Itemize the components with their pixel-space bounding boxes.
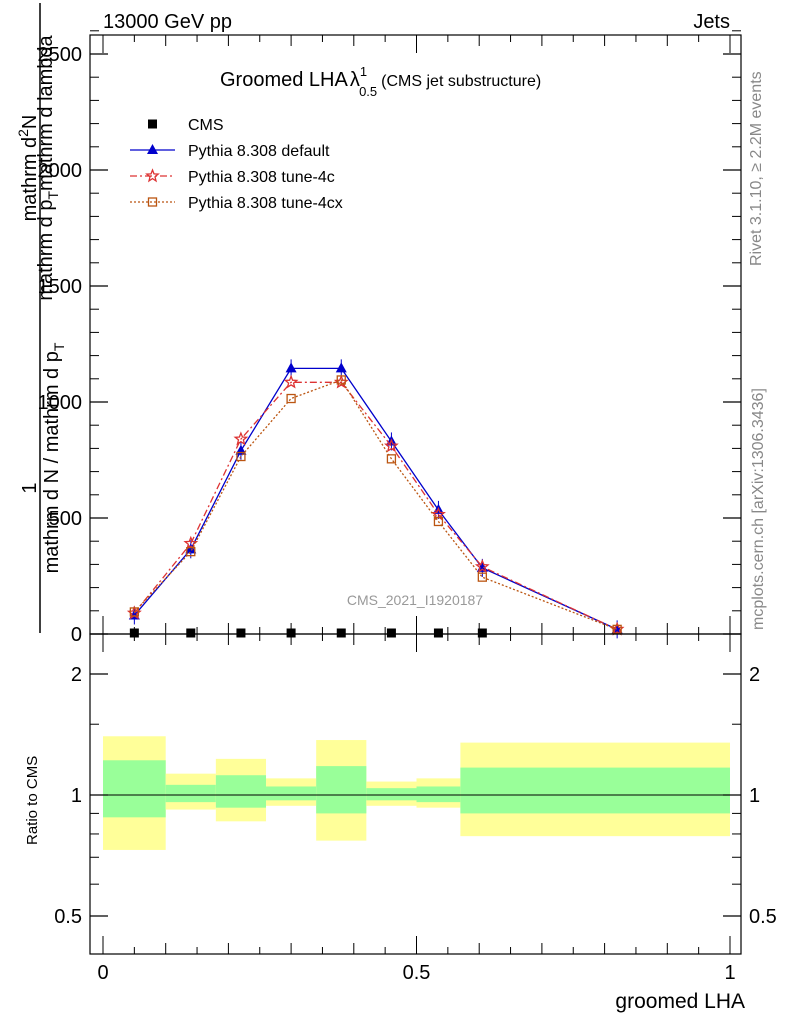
tune4c-data-point [384, 438, 399, 453]
cms-data-point [286, 628, 296, 638]
tune4cx-data-point [433, 516, 444, 527]
main-axis-ticks: 0 500 1000 1500 2000 2500 [38, 30, 741, 646]
tune4cx-data-point [336, 375, 346, 385]
legend-label: Pythia 8.308 default [188, 143, 330, 160]
ratio-tick-label-right: 0.5 [749, 906, 777, 928]
cms-data-point [129, 628, 139, 638]
series-line-2 [133, 381, 618, 630]
ratio-axis-label: Ratio to CMS [24, 756, 41, 845]
cms-data-point [148, 119, 157, 129]
default-data-point [185, 543, 197, 554]
ratio-band-green [215, 775, 267, 808]
ratio-band-green [103, 760, 166, 818]
legend-label: Pythia 8.308 tune-4cx [188, 195, 343, 212]
main-plot-panel: CMS_2021_I1920187 0 500 1000 1500 2000 2500 [38, 30, 742, 646]
tune4cx-data-point [612, 624, 622, 635]
legend-label: CMS [188, 117, 224, 134]
ratio-axis-ticks: 0.5 0.5 1 1 2 2 0 0.5 1 [54, 634, 777, 984]
tune4c-data-point [233, 431, 249, 446]
y-tick-label: 2000 [38, 160, 83, 182]
tune4cx-data-point [236, 451, 246, 462]
default-data-point [335, 362, 347, 373]
legend: CMS Pythia 8.308 default Pythia 8.308 tune… [130, 117, 343, 212]
ratio-tick-label-right: 2 [749, 664, 760, 686]
y-axis-label: 1 mathrm d2N mathrm d pTmathrm d lambda … [15, 3, 67, 633]
y-tick-label: 500 [49, 508, 82, 530]
chart-title: Groomed LHA λ1 0.5(CMS jet substructure) [220, 64, 541, 99]
y-tick-label: 2500 [38, 44, 83, 66]
default-data-point [147, 144, 158, 154]
ratio-band-green [366, 788, 417, 801]
y-tick-label: 0 [71, 624, 82, 646]
cms-data-point [336, 628, 346, 638]
ratio-band-green [266, 786, 317, 801]
ratio-band-green [460, 767, 730, 814]
tune4cx-data-point [386, 454, 397, 464]
tune4c-data-point [474, 558, 490, 574]
series-line-1 [133, 367, 618, 630]
tune4c-data-point [283, 374, 299, 389]
cms-data-point [433, 628, 443, 638]
cms-data-point [186, 628, 196, 638]
y-label-one: 1 [19, 482, 41, 493]
tune4cx-data-point [477, 572, 487, 582]
y-label-numerator: mathrm d2N [15, 115, 41, 222]
x-tick-label: 0.5 [403, 962, 431, 984]
rivet-label: Rivet 3.1.10, ≥ 2.2M events [748, 71, 765, 266]
y-label-numerator-2: mathrm d pTmathrm d lambda [35, 34, 61, 300]
x-tick-label: 1 [724, 962, 735, 984]
ratio-band-green [165, 784, 216, 803]
tune4cx-data-point [186, 546, 196, 557]
energy-label: 13000 GeV pp [103, 11, 232, 33]
ratio-tick-label-left: 2 [71, 664, 82, 686]
tune4c-data-point [183, 535, 199, 550]
ratio-band-green [316, 766, 367, 814]
ratio-tick-label-left: 1 [71, 785, 82, 807]
y-tick-label: 1000 [38, 392, 83, 414]
y-label-denominator: mathrm d N / mathrm d pT [41, 342, 67, 573]
y-tick-label: 1500 [38, 276, 83, 298]
default-data-point [285, 362, 297, 373]
series-line-3 [133, 379, 618, 631]
tune4cx-data-point [286, 393, 296, 404]
x-axis-label: groomed LHA [615, 990, 745, 1013]
ratio-tick-label-left: 0.5 [54, 906, 82, 928]
main-series-group [126, 359, 625, 639]
legend-label: Pythia 8.308 tune-4c [188, 169, 335, 186]
cms-data-point [236, 628, 246, 638]
tune4cx-data-point [147, 197, 158, 207]
ratio-bands [103, 736, 730, 850]
tune4c-data-point [145, 168, 160, 183]
ratio-tick-label-right: 1 [749, 785, 760, 807]
x-tick-label: 0 [97, 962, 108, 984]
watermark: CMS_2021_I1920187 [347, 592, 483, 608]
ratio-band-green [416, 786, 461, 803]
cms-data-point [477, 628, 487, 638]
ratio-plot-panel: 0.5 0.5 1 1 2 2 0 0.5 1 [54, 633, 777, 984]
ratio-frame [89, 633, 742, 955]
tune4cx-data-point [129, 607, 140, 617]
category-label: Jets [693, 11, 730, 33]
mcplots-label: mcplots.cern.ch [arXiv:1306.3436] [750, 388, 767, 630]
cms-data-point [386, 628, 396, 638]
